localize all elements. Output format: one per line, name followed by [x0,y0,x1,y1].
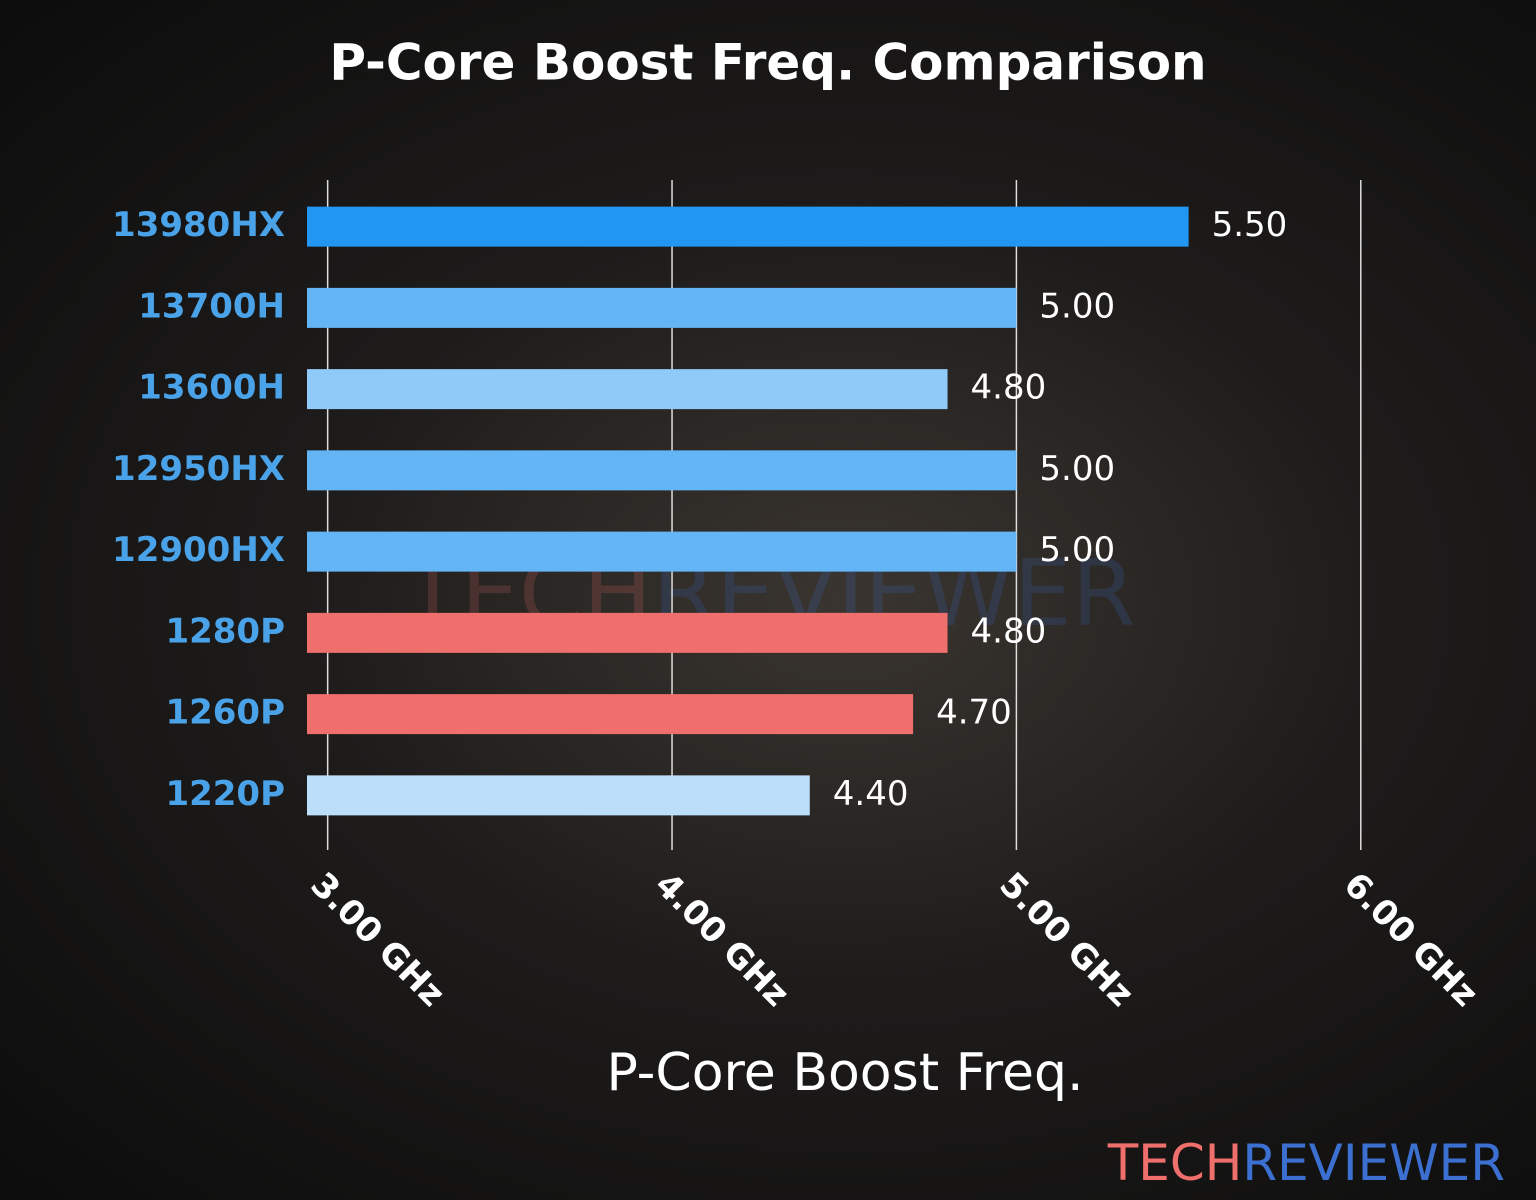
logo-part: TECH [1107,1134,1243,1192]
logo-part: REVIEWER [1242,1134,1505,1192]
value-label: 5.00 [1039,530,1115,570]
value-label: 5.00 [1039,449,1115,489]
bar [307,287,1017,328]
x-tick-label: 3.00 GHz [303,865,453,1015]
x-tick-label: 5.00 GHz [991,865,1141,1015]
chart-title: P-Core Boost Freq. Comparison [329,34,1206,92]
bar [307,775,810,816]
bar [307,450,1017,491]
y-tick-label: 12900HX [112,530,285,570]
bar [307,206,1189,247]
value-label: 4.80 [971,368,1047,408]
y-tick-label: 12950HX [112,449,285,489]
y-tick-label: 13600H [138,368,285,408]
value-label: 5.50 [1212,205,1288,245]
value-label: 5.00 [1039,286,1115,326]
logo: TECHREVIEWER [1107,1134,1505,1192]
y-tick-label: 1220P [165,774,285,814]
y-tick-label: 13980HX [112,205,285,245]
y-tick-label: 13700H [138,286,285,326]
value-label: 4.80 [971,611,1047,651]
y-tick-label: 1280P [165,611,285,651]
value-label: 4.70 [936,693,1012,733]
x-tick-label: 4.00 GHz [647,865,797,1015]
bar [307,694,914,735]
y-tick-label: 1260P [165,693,285,733]
x-axis-label: P-Core Boost Freq. [606,1043,1083,1103]
bar [307,612,948,653]
value-label: 4.40 [833,774,909,814]
bar [307,369,948,410]
bar [307,531,1017,572]
x-tick-label: 6.00 GHz [1336,865,1486,1015]
